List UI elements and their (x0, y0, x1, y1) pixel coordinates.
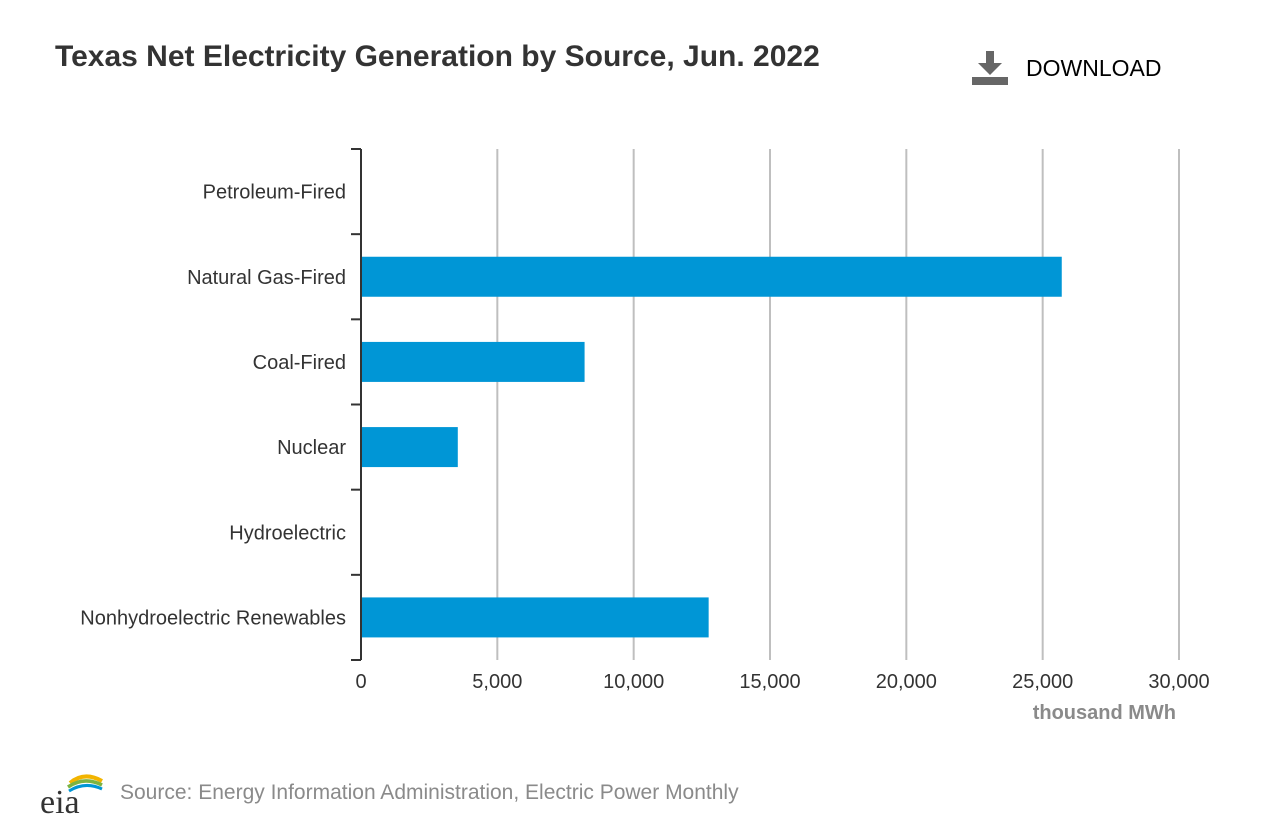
eia-logo: eia (40, 774, 103, 817)
footer: eia Source: Energy Information Administr… (40, 768, 739, 818)
source-note: Source: Energy Information Administratio… (120, 781, 739, 804)
bar (361, 427, 458, 468)
bar-chart: Petroleum-Fired Natural Gas-Fired Coal-Fir… (80, 148, 1210, 724)
x-tick-label: 10,000 (603, 671, 664, 693)
x-tick-label: 5,000 (472, 671, 522, 693)
category-label: Nuclear (277, 437, 346, 459)
bar (361, 256, 1062, 297)
x-tick-label: 20,000 (876, 671, 937, 693)
category-label: Nonhydroelectric Renewables (80, 607, 346, 629)
download-button[interactable]: DOWNLOAD (972, 50, 1161, 86)
x-tick-label: 15,000 (739, 671, 800, 693)
bar (361, 597, 709, 638)
download-icon (972, 51, 1008, 85)
category-label: Petroleum-Fired (203, 182, 346, 204)
eia-logo-text: eia (40, 784, 80, 817)
download-label: DOWNLOAD (1026, 54, 1162, 81)
x-axis-label: thousand MWh (1033, 702, 1176, 724)
x-tick-label: 0 (355, 671, 366, 693)
chart-title: Texas Net Electricity Generation by Sour… (55, 40, 820, 73)
bar (361, 341, 585, 382)
x-tick-label: 30,000 (1148, 671, 1209, 693)
category-label: Natural Gas-Fired (187, 267, 346, 289)
category-label: Hydroelectric (229, 522, 346, 544)
category-label: Coal-Fired (253, 352, 346, 374)
x-tick-label: 25,000 (1012, 671, 1073, 693)
